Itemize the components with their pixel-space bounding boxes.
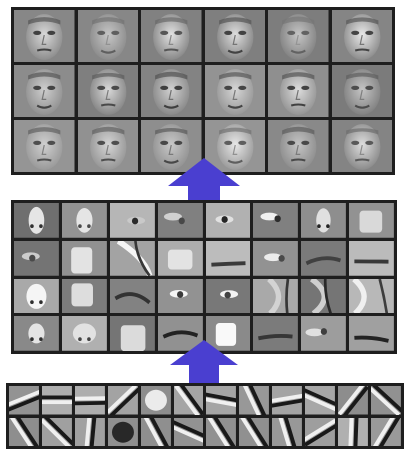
edge-filter-thumbnail [338,417,369,446]
part-thumbnail [253,316,299,351]
face-thumbnail [77,120,138,172]
edge-filter-thumbnail [74,386,105,415]
face-thumbnail [204,120,265,172]
part-thumbnail [61,316,107,351]
part-thumbnail [349,316,394,351]
edge-filter-thumbnail [173,417,204,446]
part-thumbnail [205,240,251,276]
faces-grid [11,7,395,175]
part-thumbnail [253,203,299,238]
face-thumbnail [14,65,75,117]
part-thumbnail [14,240,59,276]
edge-filter-thumbnail [140,417,171,446]
face-thumbnail [141,120,202,172]
part-thumbnail [301,278,347,314]
edge-filter-thumbnail [371,417,401,446]
edge-filter-thumbnail [74,417,105,446]
edge-filter-thumbnail [9,417,39,446]
part-thumbnail [205,316,251,351]
face-thumbnail [141,65,202,117]
face-thumbnail [204,10,265,62]
face-thumbnail [14,120,75,172]
edge-filter-thumbnail [107,417,138,446]
part-thumbnail [253,240,299,276]
arrow-up-icon [170,340,238,392]
edge-filter-thumbnail [305,417,336,446]
part-thumbnail [61,203,107,238]
part-thumbnail [14,278,59,314]
edge-filter-thumbnail [41,386,72,415]
part-thumbnail [301,240,347,276]
part-thumbnail [205,203,251,238]
part-thumbnail [253,278,299,314]
part-thumbnail [157,278,203,314]
face-thumbnail [204,65,265,117]
face-thumbnail [268,120,329,172]
edge-filter-thumbnail [272,386,303,415]
part-thumbnail [61,278,107,314]
edges-grid [6,383,404,449]
edge-filter-thumbnail [206,417,237,446]
face-thumbnail [268,10,329,62]
face-thumbnail [268,65,329,117]
face-thumbnail [331,120,392,172]
edge-filter-thumbnail [41,417,72,446]
parts-grid [11,200,397,354]
edge-filter-thumbnail [173,386,204,415]
part-thumbnail [14,316,59,351]
part-thumbnail [61,240,107,276]
part-thumbnail [301,316,347,351]
face-thumbnail [77,10,138,62]
part-thumbnail [157,240,203,276]
part-thumbnail [157,316,203,351]
edge-filter-thumbnail [9,386,39,415]
part-thumbnail [109,316,155,351]
part-thumbnail [109,203,155,238]
edge-filter-thumbnail [272,417,303,446]
edge-filter-thumbnail [107,386,138,415]
face-thumbnail [14,10,75,62]
part-thumbnail [301,203,347,238]
part-thumbnail [349,278,394,314]
part-thumbnail [109,278,155,314]
edge-filter-thumbnail [239,417,270,446]
face-thumbnail [141,10,202,62]
part-thumbnail [109,240,155,276]
face-thumbnail [331,10,392,62]
edge-filter-thumbnail [338,386,369,415]
part-thumbnail [205,278,251,314]
part-thumbnail [14,203,59,238]
face-thumbnail [331,65,392,117]
edge-filter-thumbnail [140,386,171,415]
part-thumbnail [157,203,203,238]
edge-filter-thumbnail [371,386,401,415]
face-thumbnail [77,65,138,117]
part-thumbnail [349,240,394,276]
edge-filter-thumbnail [239,386,270,415]
part-thumbnail [349,203,394,238]
arrow-up-icon [168,158,240,216]
edge-filter-thumbnail [305,386,336,415]
edge-filter-thumbnail [206,386,237,415]
